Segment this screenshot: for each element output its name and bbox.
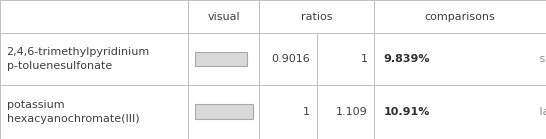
Text: 1.109: 1.109 — [336, 107, 367, 117]
Bar — [195, 52, 247, 66]
Text: 9.839%: 9.839% — [384, 54, 430, 64]
Text: ratios: ratios — [301, 12, 333, 22]
Text: 0.9016: 0.9016 — [271, 54, 310, 64]
Text: visual: visual — [207, 12, 240, 22]
Text: 1: 1 — [360, 54, 367, 64]
Text: comparisons: comparisons — [425, 12, 495, 22]
Text: 2,4,6-trimethylpyridinium
p-toluenesulfonate: 2,4,6-trimethylpyridinium p-toluenesulfo… — [7, 47, 150, 71]
Text: 1: 1 — [303, 107, 310, 117]
Bar — [195, 104, 253, 120]
Text: 10.91%: 10.91% — [384, 107, 430, 117]
Text: larger: larger — [536, 107, 546, 117]
Text: potassium
hexacyanochromate(III): potassium hexacyanochromate(III) — [7, 100, 139, 124]
Text: smaller: smaller — [536, 54, 546, 64]
